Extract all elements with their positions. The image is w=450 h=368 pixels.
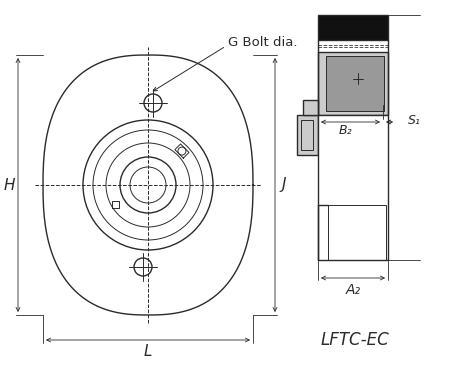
- Text: L: L: [144, 343, 152, 358]
- Bar: [326, 56, 384, 111]
- Bar: [318, 15, 388, 40]
- Bar: [318, 115, 388, 260]
- Text: LFTC-EC: LFTC-EC: [320, 331, 389, 349]
- Bar: [301, 120, 313, 150]
- Text: H: H: [3, 177, 15, 192]
- Circle shape: [349, 70, 367, 88]
- Text: J: J: [282, 177, 286, 192]
- Text: G Bolt dia.: G Bolt dia.: [228, 35, 297, 49]
- Bar: [303, 100, 318, 115]
- Bar: [297, 115, 318, 155]
- Bar: [318, 52, 388, 115]
- Text: A₂: A₂: [346, 283, 360, 297]
- Text: S₁: S₁: [408, 113, 421, 127]
- Text: B₂: B₂: [339, 124, 352, 138]
- Bar: [328, 205, 386, 260]
